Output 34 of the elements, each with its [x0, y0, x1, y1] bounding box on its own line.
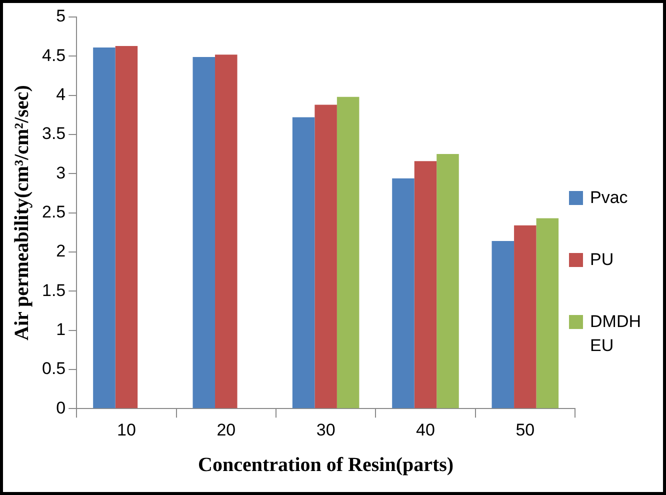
- y-axis-title: Air permeability(cm³/cm²/sec): [11, 85, 34, 341]
- y-tick-label: 2: [56, 242, 66, 261]
- bar: [115, 46, 138, 408]
- bar: [192, 56, 216, 408]
- bar: [93, 48, 116, 408]
- bar: [536, 218, 559, 408]
- legend-label: Pvac: [590, 187, 629, 209]
- bar: [314, 104, 337, 408]
- bar: [436, 154, 459, 408]
- bar: [514, 225, 536, 408]
- y-tick-label: 0.5: [42, 359, 66, 378]
- bar: [414, 161, 437, 408]
- y-tick-label: 3: [56, 163, 66, 182]
- x-tick-label: 10: [117, 420, 136, 440]
- x-tick-label: 20: [216, 420, 236, 440]
- y-tick-label: 2.5: [42, 202, 66, 222]
- y-tick-label: 4.5: [42, 46, 66, 65]
- bar: [392, 178, 414, 408]
- legend-label: DMDH EU: [590, 311, 641, 357]
- x-axis-title: Concentration of Resin(parts): [198, 454, 454, 476]
- x-tick-label: 30: [316, 420, 336, 440]
- legend-label: PU: [590, 249, 615, 271]
- bar: [292, 117, 315, 408]
- bar: [215, 54, 238, 408]
- x-tick-label: 40: [416, 420, 435, 440]
- y-tick-label: 1: [56, 320, 66, 339]
- y-tick-label: 5: [56, 6, 66, 26]
- bar: [336, 96, 360, 408]
- y-tick-label: 0: [56, 398, 66, 418]
- y-tick-label: 1.5: [42, 280, 66, 300]
- x-tick-label: 50: [516, 420, 535, 440]
- y-tick-label: 3.5: [42, 124, 66, 144]
- y-tick-label: 4: [56, 85, 66, 104]
- bar: [492, 240, 514, 408]
